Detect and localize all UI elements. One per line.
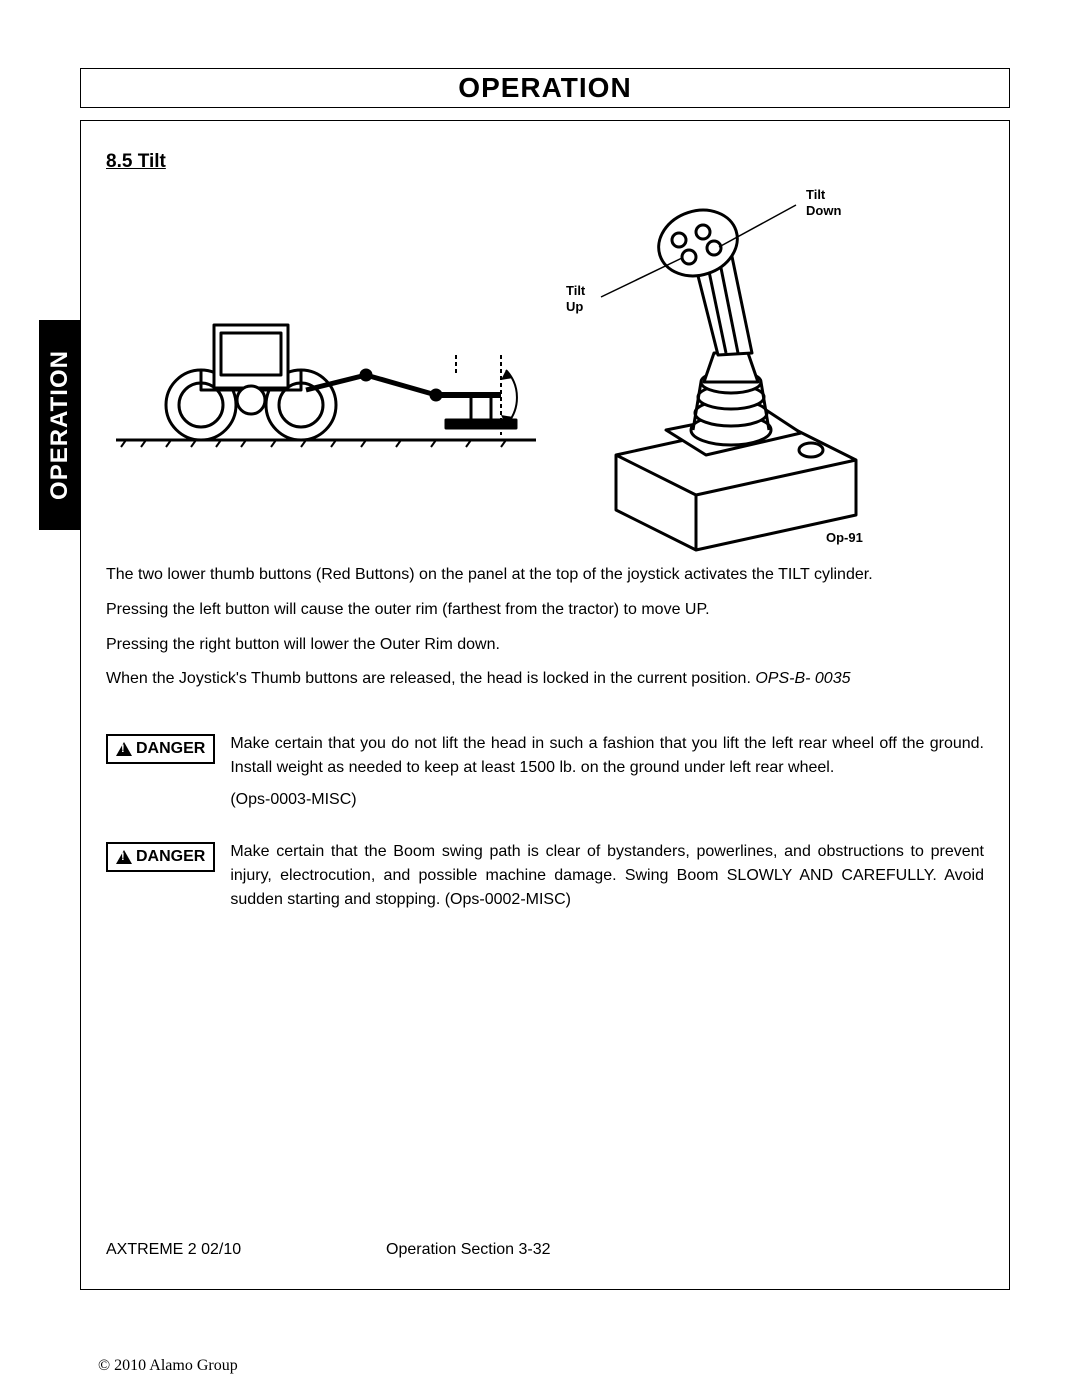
danger-1-ref: (Ops-0003-MISC) [230, 788, 984, 812]
footer-doc-id: AXTREME 2 02/10 [106, 1241, 386, 1259]
footer-section: Operation Section 3-32 [386, 1241, 984, 1259]
paragraph-4: When the Joystick's Thumb buttons are re… [106, 667, 984, 692]
label-tilt-down: Tilt Down [806, 187, 841, 218]
danger-text-2: Make certain that the Boom swing path is… [230, 840, 984, 920]
page-header-title: OPERATION [458, 72, 631, 104]
danger-1-body: Make certain that you do not lift the he… [230, 732, 984, 780]
manual-page: OPERATION OPERATION 8.5 Tilt [0, 0, 1080, 1397]
danger-box: DANGER [106, 734, 215, 764]
paragraph-2: Pressing the left button will cause the … [106, 598, 984, 623]
danger-label: DANGER [136, 740, 205, 758]
label-fig-ref: Op-91 [826, 530, 863, 546]
content-frame: 8.5 Tilt [80, 120, 1010, 1290]
paragraph-1: The two lower thumb buttons (Red Buttons… [106, 563, 984, 588]
warning-triangle-icon [116, 742, 132, 756]
danger-text-1: Make certain that you do not lift the he… [230, 732, 984, 820]
tractor-sketch [106, 225, 546, 485]
section-heading: 8.5 Tilt [106, 151, 984, 173]
body-text-block: The two lower thumb buttons (Red Buttons… [106, 563, 984, 692]
danger-block-2: DANGER Make certain that the Boom swing … [106, 840, 984, 920]
page-footer: AXTREME 2 02/10 Operation Section 3-32 [106, 1241, 984, 1259]
danger-2-body: Make certain that the Boom swing path is… [230, 840, 984, 912]
joystick-sketch [576, 185, 896, 555]
p4-prefix: When the Joystick's Thumb buttons are re… [106, 670, 755, 687]
danger-block-1: DANGER Make certain that you do not lift… [106, 732, 984, 820]
copyright-line: © 2010 Alamo Group [98, 1357, 238, 1375]
danger-box: DANGER [106, 842, 215, 872]
label-tilt-up: Tilt Up [566, 283, 585, 314]
technical-diagram: Tilt Up Tilt Down Op-91 [106, 185, 984, 555]
warning-triangle-icon [116, 850, 132, 864]
side-tab-label: OPERATION [46, 350, 74, 500]
p4-ref: OPS-B- 0035 [755, 670, 850, 687]
danger-label: DANGER [136, 848, 205, 866]
section-side-tab: OPERATION [39, 320, 81, 530]
page-header-box: OPERATION [80, 68, 1010, 108]
paragraph-3: Pressing the right button will lower the… [106, 633, 984, 658]
